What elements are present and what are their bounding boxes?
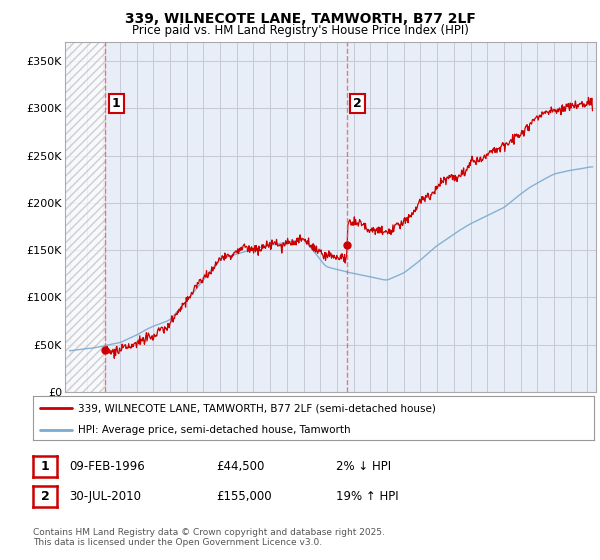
Text: Price paid vs. HM Land Registry's House Price Index (HPI): Price paid vs. HM Land Registry's House …: [131, 24, 469, 36]
Text: 09-FEB-1996: 09-FEB-1996: [69, 460, 145, 473]
Text: 30-JUL-2010: 30-JUL-2010: [69, 489, 141, 503]
Text: £44,500: £44,500: [216, 460, 265, 473]
Text: 2: 2: [353, 97, 362, 110]
Bar: [65, 42, 105, 392]
Text: 2: 2: [41, 489, 49, 503]
Text: 1: 1: [41, 460, 49, 473]
Text: 19% ↑ HPI: 19% ↑ HPI: [336, 489, 398, 503]
Text: 339, WILNECOTE LANE, TAMWORTH, B77 2LF: 339, WILNECOTE LANE, TAMWORTH, B77 2LF: [125, 12, 475, 26]
Text: 2% ↓ HPI: 2% ↓ HPI: [336, 460, 391, 473]
Text: £155,000: £155,000: [216, 489, 272, 503]
Text: HPI: Average price, semi-detached house, Tamworth: HPI: Average price, semi-detached house,…: [78, 425, 350, 435]
Text: Contains HM Land Registry data © Crown copyright and database right 2025.
This d: Contains HM Land Registry data © Crown c…: [33, 528, 385, 547]
Text: 1: 1: [112, 97, 121, 110]
Text: 339, WILNECOTE LANE, TAMWORTH, B77 2LF (semi-detached house): 339, WILNECOTE LANE, TAMWORTH, B77 2LF (…: [78, 403, 436, 413]
